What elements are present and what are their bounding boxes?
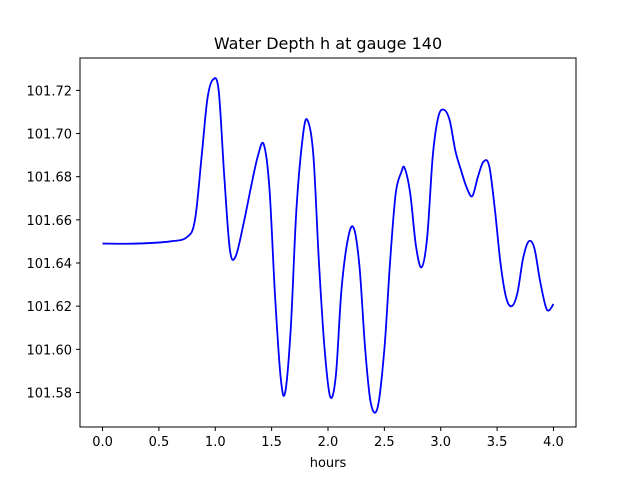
series-line	[102, 77, 555, 414]
x-tick-label: 2.5	[374, 435, 395, 450]
x-tick-label: 3.5	[487, 435, 508, 450]
x-axis-label: hours	[310, 456, 347, 471]
x-tick-label: 0.5	[149, 435, 170, 450]
y-tick-label: 101.68	[27, 171, 73, 186]
x-axis: 0.0 0.5 1.0 1.5 2.0 2.5 3.0 3.5 4.0	[92, 427, 564, 450]
x-tick-label: 2.0	[318, 435, 339, 450]
y-tick-label: 101.60	[27, 343, 73, 358]
x-tick-label: 4.0	[543, 435, 564, 450]
chart-title: Water Depth h at gauge 140	[214, 34, 442, 53]
plot-area	[102, 77, 555, 414]
x-tick-label: 0.0	[92, 435, 113, 450]
y-tick-label: 101.58	[27, 386, 73, 401]
y-tick-label: 101.62	[27, 300, 73, 315]
axes-frame	[79, 57, 577, 428]
y-tick-label: 101.70	[27, 128, 73, 143]
y-tick-label: 101.64	[27, 257, 73, 272]
x-tick-label: 3.0	[430, 435, 451, 450]
y-tick-label: 101.66	[27, 214, 73, 229]
y-tick-label: 101.72	[27, 84, 73, 99]
x-tick-label: 1.5	[261, 435, 282, 450]
y-axis: 101.58 101.60 101.62 101.64 101.66 101.68 101.…	[27, 84, 80, 401]
x-tick-label: 1.0	[205, 435, 226, 450]
